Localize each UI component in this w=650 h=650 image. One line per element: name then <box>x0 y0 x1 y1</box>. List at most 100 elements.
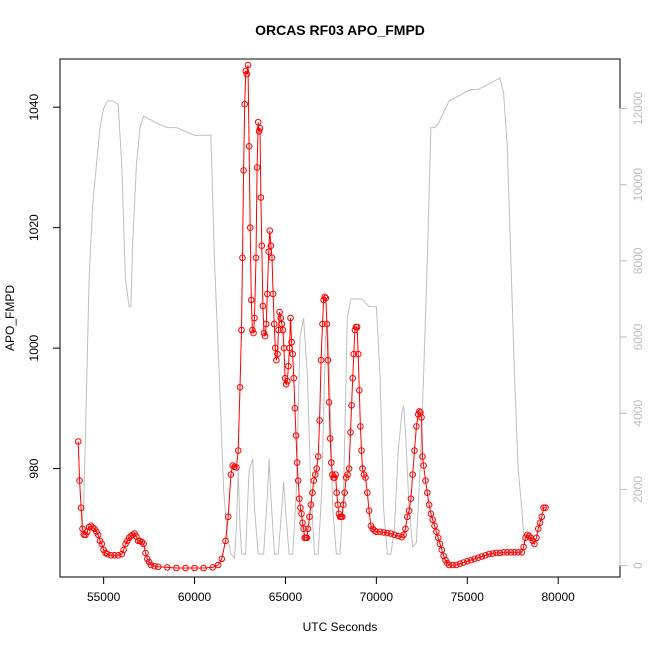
apo-data-point <box>282 381 290 388</box>
apo-data-point <box>493 549 500 557</box>
apo-data-point <box>511 549 518 556</box>
apo-data-point <box>289 350 297 358</box>
apo-data-point <box>409 471 417 478</box>
apo-data-point <box>254 118 262 126</box>
apo-data-point <box>364 489 371 497</box>
apo-data-point <box>507 549 515 556</box>
apo-data-point <box>425 501 433 509</box>
apo-data-point <box>317 356 325 364</box>
apo-data-point <box>478 553 486 560</box>
apo-data-point <box>419 453 426 460</box>
apo-data-point <box>290 374 298 382</box>
x-axis: 55000 60000 65000 70000 75000 80000 <box>87 576 575 604</box>
apo-data-point <box>482 552 489 559</box>
apo-data-point <box>259 302 267 310</box>
apo-data-point <box>209 564 216 571</box>
apo-data-point <box>255 128 263 135</box>
x-tick-label: 75000 <box>451 590 485 604</box>
y2-tick-label: 4000 <box>631 400 645 427</box>
apo-data-point <box>353 323 361 331</box>
apo-data-point <box>248 296 255 304</box>
altitude-series-line <box>79 77 525 560</box>
apo-data-point <box>296 495 303 503</box>
apo-data-point <box>417 409 424 416</box>
apo-data-point <box>533 534 540 542</box>
apo-data-point <box>260 329 268 337</box>
apo-data-point <box>287 314 294 322</box>
apo-data-point <box>293 459 301 466</box>
apo-data-point <box>404 513 411 521</box>
apo-data-point <box>268 254 276 262</box>
apo-data-point <box>449 561 457 569</box>
apo-data-point <box>456 560 464 568</box>
apo-data-point <box>233 464 240 471</box>
y-axis-right: 0 2000 4000 6000 8000 10000 12000 <box>619 92 645 569</box>
apo-data-point <box>429 516 437 524</box>
apo-data-point <box>328 459 335 466</box>
apo-data-point <box>246 224 254 231</box>
x-tick-label: 80000 <box>541 590 575 604</box>
y-axis-label: APO_FMPD <box>3 285 17 351</box>
apo-data-point <box>266 227 274 234</box>
apo-data-point <box>365 507 373 515</box>
apo-data-point <box>279 326 287 334</box>
apo-data-point <box>285 362 292 370</box>
apo-data-point <box>418 414 425 421</box>
apo-data-point <box>77 504 85 512</box>
apo-data-point <box>229 462 236 469</box>
chart-title: ORCAS RF03 APO_FMPD <box>255 22 425 38</box>
apo-data-point <box>376 528 384 536</box>
apo-data-point <box>354 350 362 358</box>
apo-data-point <box>276 308 283 316</box>
apo-data-point <box>341 489 349 497</box>
apo-data-point <box>342 474 350 481</box>
x-tick-label: 70000 <box>360 590 394 604</box>
apo-data-point <box>284 377 291 385</box>
apo-data-point <box>262 320 270 328</box>
apo-data-point <box>306 513 313 521</box>
apo-data-point <box>304 525 312 533</box>
apo-data-point <box>138 538 146 546</box>
apo-data-point <box>76 477 83 484</box>
x-tick-label: 60000 <box>178 590 212 604</box>
apo-data-point <box>134 537 142 545</box>
apo-data-point <box>275 326 282 334</box>
apo-data-point <box>244 61 252 69</box>
apo-data-point <box>104 550 111 558</box>
y-tick-label: 1040 <box>27 94 41 121</box>
apo-data-point <box>240 167 247 174</box>
apo-data-point <box>245 143 253 150</box>
apo-data-point <box>471 555 478 563</box>
apo-data-point <box>531 540 538 548</box>
apo-data-point <box>445 561 453 569</box>
apo-data-point <box>464 558 471 565</box>
apo-data-point <box>340 501 347 509</box>
apo-data-point <box>316 417 323 424</box>
apo-data-point <box>241 100 248 108</box>
apo-data-point <box>288 338 295 346</box>
x-tick-label: 65000 <box>269 590 303 604</box>
apo-data-point <box>218 555 226 563</box>
apo-data-point <box>434 534 442 542</box>
apo-data-point <box>422 477 429 484</box>
apo-data-point <box>325 399 333 406</box>
apo-data-point <box>89 524 96 531</box>
apo-data-point <box>347 429 354 436</box>
apo-data-point <box>440 552 447 560</box>
apo-data-point <box>391 531 398 539</box>
apo-data-point <box>362 474 369 481</box>
apo-data-point <box>251 314 258 322</box>
apo-data-point <box>242 67 250 75</box>
apo-layer <box>74 61 549 572</box>
apo-data-point <box>322 294 330 302</box>
apo-data-point <box>270 320 278 328</box>
apo-data-point <box>299 519 306 527</box>
apo-data-point <box>387 530 395 537</box>
apo-data-point <box>142 549 149 557</box>
apo-data-point <box>314 453 322 460</box>
apo-data-point <box>236 384 244 391</box>
apo-data-point <box>261 332 269 340</box>
apo-data-point <box>286 344 293 352</box>
apo-data-point <box>345 465 353 472</box>
